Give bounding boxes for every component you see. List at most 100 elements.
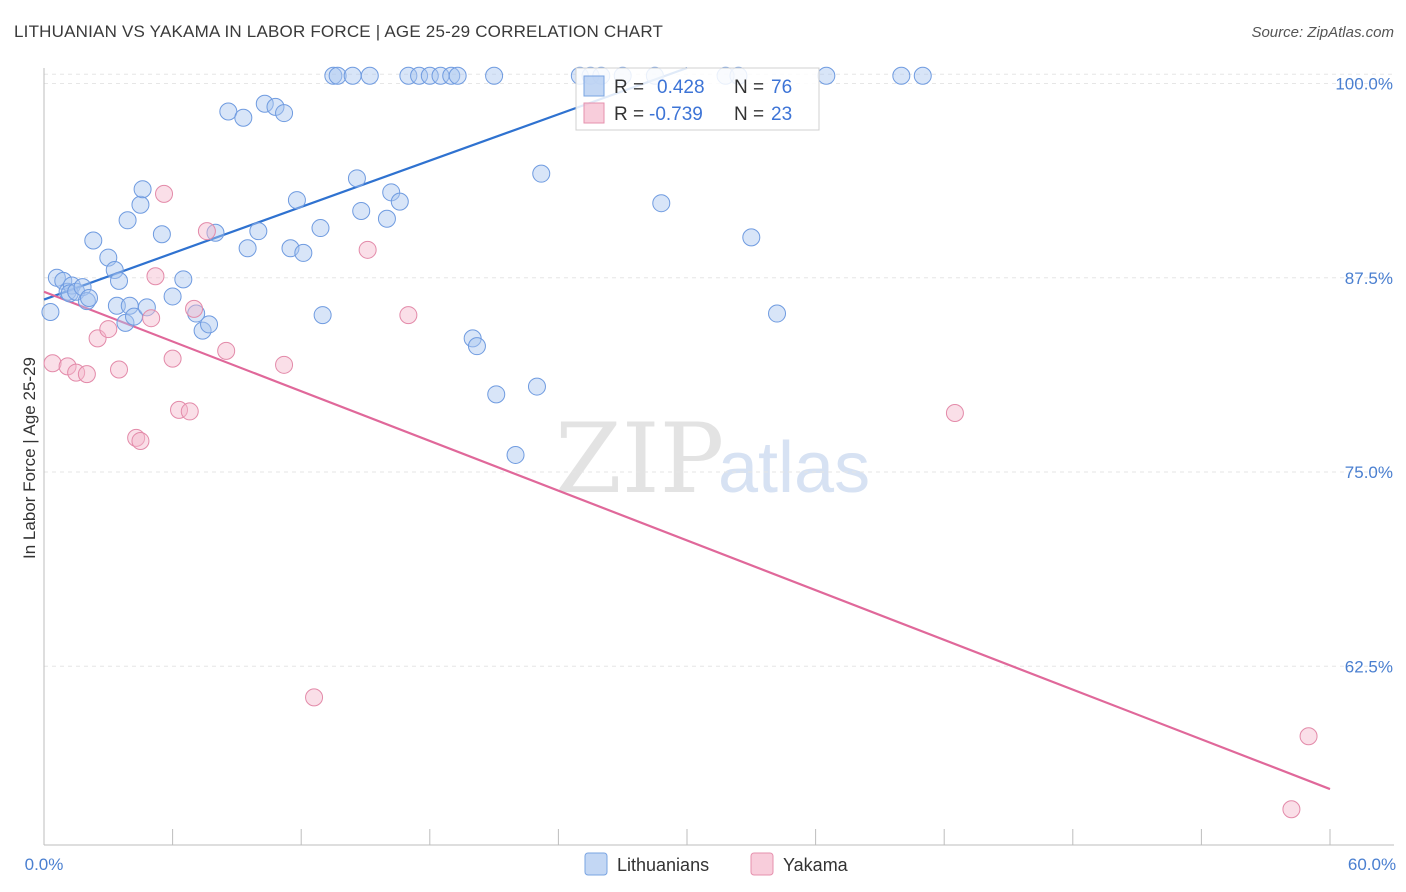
lithuanians-point: [275, 104, 294, 123]
chart-title: LITHUANIAN VS YAKAMA IN LABOR FORCE | AG…: [14, 22, 664, 41]
lithuanians-point: [73, 278, 92, 297]
x-tick-label-max: 60.0%: [1348, 855, 1396, 874]
lithuanians-point: [255, 94, 274, 113]
stats-r-label-yakama: R =: [614, 104, 644, 125]
yakama-point: [131, 431, 150, 450]
lithuanians-point: [249, 222, 268, 241]
lithuanians-point: [234, 108, 253, 127]
watermark-zip: ZIP: [555, 403, 724, 515]
lithuanians-point: [913, 66, 932, 85]
lithuanians-point: [360, 66, 379, 85]
lithuanians-point: [892, 66, 911, 85]
stats-r-value-lithuanians: 0.428: [657, 77, 705, 98]
y-axis-title: In Labor Force | Age 25-29: [20, 357, 39, 559]
lithuanians-point: [118, 211, 137, 230]
stats-n-value-yakama: 23: [771, 104, 792, 125]
lithuanians-point: [219, 102, 238, 121]
y-tick-label: 75.0%: [1345, 463, 1393, 482]
y-tick-label: 87.5%: [1345, 269, 1393, 288]
stats-r-label-lithuanians: R =: [614, 77, 644, 98]
yakama-point: [1282, 800, 1301, 819]
lithuanians-point: [487, 385, 506, 404]
stats-r-value-yakama: -0.739: [649, 104, 703, 125]
yakama-point: [275, 355, 294, 374]
lithuanians-point: [287, 191, 306, 210]
yakama-point: [142, 309, 161, 328]
x-axis-ticks: [43, 829, 1331, 845]
lithuanians-point: [742, 228, 761, 247]
lithuanians-point: [347, 169, 366, 188]
watermark-atlas: atlas: [718, 428, 870, 508]
legend-swatch-lithuanians: [584, 852, 608, 876]
lithuanians-point: [200, 315, 219, 334]
legend-label-lithuanians: Lithuanians: [617, 855, 709, 875]
stats-n-label-yakama: N =: [734, 104, 764, 125]
lithuanians-point: [110, 271, 129, 290]
yakama-point: [163, 349, 182, 368]
lithuanians-point: [107, 296, 126, 315]
lithuanians-point: [80, 288, 99, 307]
lithuanians-point: [163, 287, 182, 306]
lithuanians-point: [485, 66, 504, 85]
lithuanians-point: [420, 66, 439, 85]
lithuanians-point: [152, 225, 171, 244]
lithuanians-point: [652, 194, 671, 213]
yakama-point: [43, 354, 62, 373]
lithuanians-point: [390, 192, 409, 211]
yakama-point: [217, 341, 236, 360]
yakama-point: [305, 688, 324, 707]
trend-line-yakama: [43, 290, 1331, 791]
chart-source: Source: ZipAtlas.com: [1251, 24, 1394, 41]
lithuanians-point: [527, 377, 546, 396]
yakama-point: [358, 240, 377, 259]
lithuanians-point: [442, 66, 461, 85]
lithuanians-point: [467, 337, 486, 356]
lithuanians-point: [448, 66, 467, 85]
yakama-points: [43, 184, 1318, 819]
lithuanians-point: [174, 270, 193, 289]
lithuanians-point: [410, 66, 429, 85]
lithuanians-point: [294, 243, 313, 262]
yakama-point: [99, 320, 118, 339]
yakama-point: [110, 360, 129, 379]
lithuanians-point: [131, 195, 150, 214]
y-tick-label: 100.0%: [1335, 75, 1393, 94]
legend-swatch-yakama: [750, 852, 774, 876]
yakama-point: [180, 402, 199, 421]
lithuanians-point: [84, 231, 103, 250]
lithuanians-point: [238, 239, 257, 258]
x-tick-label-min: 0.0%: [25, 855, 64, 874]
yakama-point: [155, 184, 174, 203]
stats-swatch-yakama: [583, 102, 605, 124]
y-axis-tick-labels: 62.5% 75.0% 87.5% 100.0%: [1335, 75, 1393, 677]
lithuanians-point: [343, 66, 362, 85]
yakama-point: [197, 222, 216, 241]
stats-n-value-lithuanians: 76: [771, 77, 792, 98]
yakama-point: [185, 299, 204, 318]
yakama-point: [146, 267, 165, 286]
yakama-point: [77, 365, 96, 384]
lithuanians-point: [137, 298, 156, 317]
y-tick-label: 62.5%: [1345, 657, 1393, 676]
lithuanians-point: [105, 261, 124, 280]
bottom-legend: Lithuanians Yakama: [584, 852, 849, 876]
lithuanians-point: [352, 201, 371, 220]
lithuanians-point: [768, 304, 787, 323]
stats-swatch-lithuanians: [583, 75, 605, 97]
yakama-point: [945, 403, 964, 422]
lithuanians-point: [328, 66, 347, 85]
lithuanians-point: [41, 302, 60, 321]
legend-label-yakama: Yakama: [783, 855, 849, 875]
lithuanians-point: [313, 306, 332, 325]
yakama-point: [399, 306, 418, 325]
lithuanians-point: [817, 66, 836, 85]
lithuanians-point: [77, 292, 96, 311]
lithuanians-point: [187, 304, 206, 323]
lithuanians-point: [506, 445, 525, 464]
lithuanians-point: [532, 164, 551, 183]
lithuanians-point: [399, 66, 418, 85]
stats-legend-box: [575, 67, 820, 131]
lithuanians-point: [133, 180, 152, 199]
lithuanians-point: [311, 219, 330, 238]
